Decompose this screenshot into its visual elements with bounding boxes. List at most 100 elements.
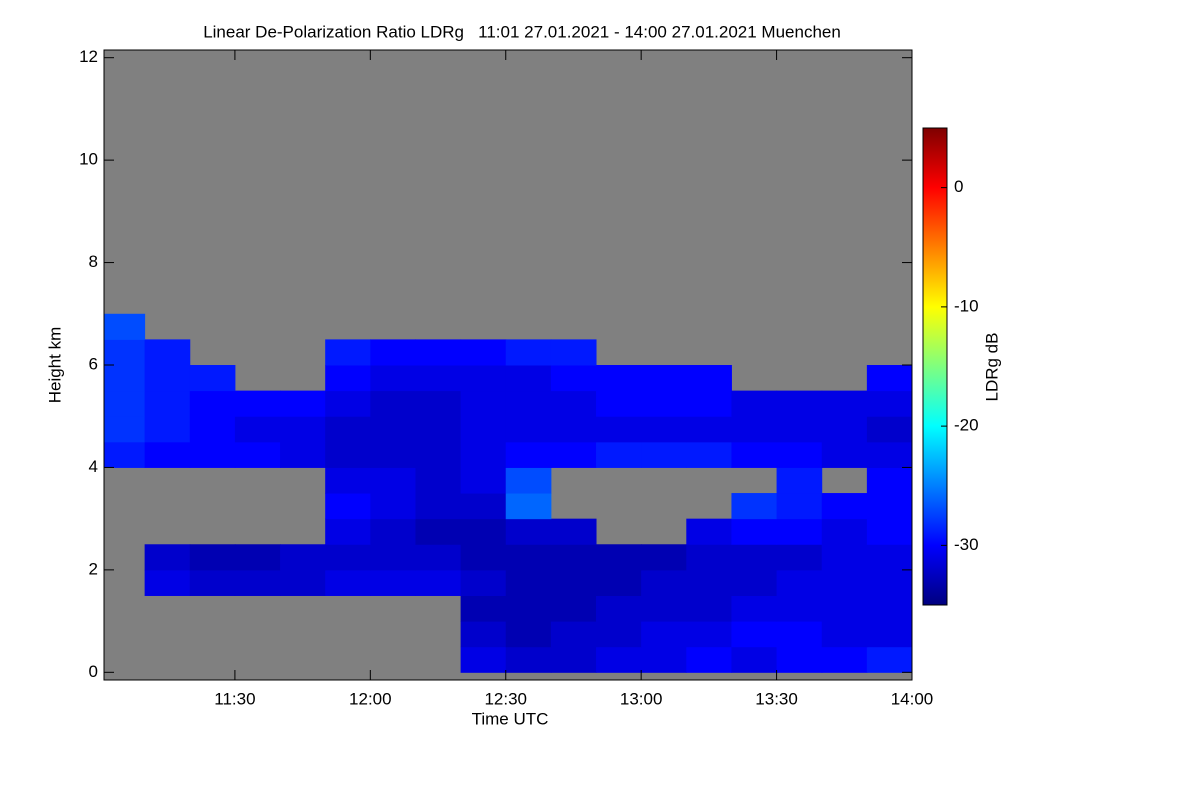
heatmap-cell: [505, 646, 552, 673]
heatmap-cell: [370, 569, 416, 596]
heatmap-cell: [641, 390, 687, 417]
heatmap-cell: [370, 365, 416, 392]
heatmap-cell: [731, 646, 778, 673]
heatmap-cell: [460, 621, 507, 648]
heatmap-cell: [776, 416, 823, 443]
heatmap-cell: [776, 646, 823, 673]
heatmap-cell: [460, 569, 507, 596]
heatmap-cell: [325, 493, 371, 520]
heatmap-cell: [189, 365, 236, 392]
heatmap-cell: [596, 569, 642, 596]
heatmap-cell: [325, 416, 371, 443]
heatmap-cell: [460, 390, 507, 417]
heatmap-cell: [505, 493, 552, 520]
x-axis-label: Time UTC: [472, 709, 549, 728]
heatmap-cell: [370, 339, 416, 366]
heatmap-cell: [641, 621, 687, 648]
heatmap-cell: [325, 339, 371, 366]
heatmap-cell: [325, 390, 371, 417]
heatmap-cell: [144, 390, 191, 417]
heatmap-cell: [776, 441, 823, 468]
heatmap-cell: [370, 467, 416, 494]
heatmap-cell: [234, 416, 281, 443]
heatmap-cell: [460, 339, 507, 366]
heatmap-cell: [550, 339, 597, 366]
heatmap-cell: [505, 467, 552, 494]
heatmap-cell: [821, 416, 868, 443]
heatmap-cell: [686, 621, 732, 648]
heatmap-cell: [415, 339, 462, 366]
heatmap-cell: [550, 518, 597, 545]
heatmap-cell: [686, 569, 732, 596]
heatmap-cell: [415, 544, 462, 571]
heatmap-cell: [104, 313, 146, 340]
heatmap-cell: [370, 390, 416, 417]
heatmap-cell: [686, 416, 732, 443]
heatmap-cell: [550, 595, 597, 622]
heatmap-cell: [505, 416, 552, 443]
heatmap-cell: [280, 390, 326, 417]
x-tick-label: 11:30: [214, 689, 255, 708]
heatmap-cell: [104, 339, 146, 366]
heatmap-cell: [641, 569, 687, 596]
heatmap-cell: [866, 441, 913, 468]
heatmap-cell: [731, 390, 778, 417]
heatmap-cell: [731, 569, 778, 596]
heatmap-cell: [505, 365, 552, 392]
heatmap-cell: [821, 493, 868, 520]
x-tick-label: 12:00: [349, 689, 392, 708]
heatmap-cell: [505, 569, 552, 596]
heatmap-cell: [370, 493, 416, 520]
y-axis-label: Height km: [45, 327, 64, 404]
heatmap-cell: [776, 595, 823, 622]
heatmap-cell: [104, 416, 146, 443]
heatmap-cell: [866, 646, 913, 673]
heatmap-cell: [686, 544, 732, 571]
colorbar-tick-label: 0: [954, 177, 963, 196]
heatmap-cell: [460, 518, 507, 545]
heatmap-cell: [460, 441, 507, 468]
x-tick-label: 13:30: [755, 689, 798, 708]
colorbar-tick-label: -10: [954, 296, 979, 315]
heatmap-cell: [104, 390, 146, 417]
heatmap-cell: [505, 339, 552, 366]
heatmap-cell: [731, 518, 778, 545]
heatmap-cell: [550, 365, 597, 392]
heatmap-cell: [550, 544, 597, 571]
heatmap-cell: [686, 365, 732, 392]
heatmap-cell: [686, 646, 732, 673]
heatmap-cell: [325, 365, 371, 392]
y-tick-label: 12: [79, 47, 98, 66]
heatmap-cell: [234, 441, 281, 468]
heatmap-cell: [415, 390, 462, 417]
heatmap-cell: [776, 467, 823, 494]
heatmap-cell: [550, 416, 597, 443]
heatmap-cell: [731, 544, 778, 571]
heatmap-cell: [234, 390, 281, 417]
heatmap-cell: [460, 467, 507, 494]
heatmap-cell: [415, 493, 462, 520]
heatmap-cell: [415, 467, 462, 494]
heatmap-cell: [460, 646, 507, 673]
y-tick-label: 6: [89, 354, 98, 373]
heatmap-cell: [641, 646, 687, 673]
heatmap-cell: [821, 390, 868, 417]
heatmap-cell: [776, 544, 823, 571]
chart-title: Linear De-Polarization Ratio LDRg 11:01 …: [203, 22, 841, 41]
heatmap-cell: [505, 621, 552, 648]
heatmap-cell: [821, 621, 868, 648]
x-tick-label: 13:00: [620, 689, 663, 708]
colorbar-tick-label: -20: [954, 416, 979, 435]
heatmap-cell: [505, 544, 552, 571]
heatmap-cell: [144, 365, 191, 392]
heatmap-cell: [325, 441, 371, 468]
heatmap-cell: [280, 416, 326, 443]
heatmap-cell: [731, 621, 778, 648]
heatmap-cell: [866, 621, 913, 648]
heatmap-cell: [144, 339, 191, 366]
heatmap-cell: [641, 441, 687, 468]
heatmap-cell: [686, 441, 732, 468]
heatmap-cell: [325, 518, 371, 545]
heatmap-cell: [776, 518, 823, 545]
